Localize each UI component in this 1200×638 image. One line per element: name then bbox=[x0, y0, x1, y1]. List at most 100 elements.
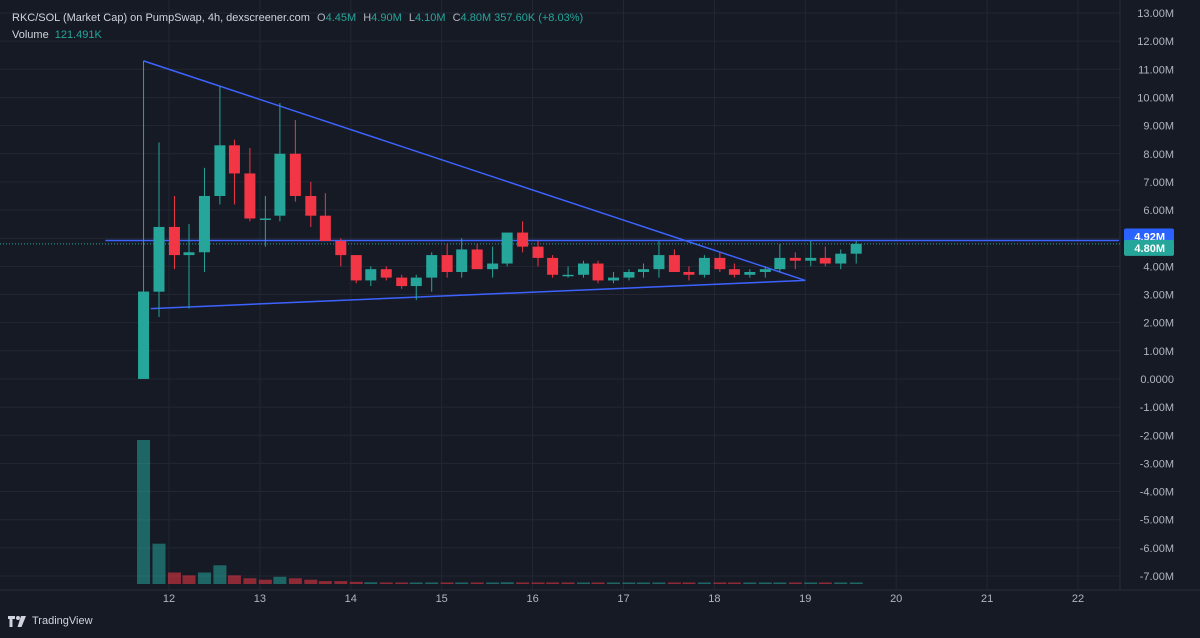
price-badge-label: 4.80M bbox=[1134, 243, 1165, 255]
candle-body bbox=[728, 269, 740, 275]
volume-bar bbox=[258, 579, 272, 584]
candle-body bbox=[774, 257, 786, 270]
volume-bar bbox=[273, 576, 287, 584]
y-tick-label: 0.0000 bbox=[1140, 374, 1174, 386]
candle-body bbox=[168, 226, 180, 256]
open-label: O bbox=[317, 12, 326, 24]
candle-body bbox=[138, 291, 150, 294]
change-value: 357.60K (+8.03%) bbox=[494, 12, 584, 24]
volume-bar bbox=[561, 582, 575, 584]
volume-label: Volume bbox=[12, 29, 49, 41]
candle-body bbox=[228, 145, 240, 174]
y-tick-label: -5.00M bbox=[1140, 515, 1174, 527]
volume-bar bbox=[546, 582, 560, 584]
low-label: L bbox=[408, 12, 415, 24]
candle-body bbox=[532, 246, 544, 258]
volume-row: Volume 121.491K bbox=[12, 27, 583, 44]
y-tick-label: 12.00M bbox=[1137, 36, 1174, 48]
candle-body bbox=[759, 269, 771, 272]
x-tick-label: 12 bbox=[163, 593, 175, 605]
candle-body bbox=[214, 145, 226, 196]
volume-bar bbox=[818, 582, 832, 584]
candle-body bbox=[471, 249, 483, 270]
trendline-lower bbox=[150, 279, 806, 310]
x-tick-label: 16 bbox=[526, 593, 538, 605]
candle-body bbox=[198, 195, 210, 253]
volume-bar bbox=[743, 582, 757, 584]
candle-body bbox=[562, 274, 574, 277]
volume-bar bbox=[713, 582, 727, 584]
volume-bar bbox=[334, 581, 348, 584]
y-tick-label: -6.00M bbox=[1140, 543, 1174, 555]
y-tick-label: 10.00M bbox=[1137, 92, 1174, 104]
volume-bar bbox=[667, 582, 681, 584]
candle-body bbox=[426, 255, 438, 278]
volume-bar bbox=[395, 582, 409, 584]
close-value: 4.80M bbox=[460, 12, 492, 24]
volume-bar bbox=[409, 582, 423, 584]
volume-bar bbox=[304, 579, 318, 584]
x-tick-label: 22 bbox=[1072, 593, 1084, 605]
candle-body bbox=[698, 257, 710, 275]
candle-body bbox=[410, 277, 422, 287]
y-tick-label: 8.00M bbox=[1143, 149, 1174, 161]
x-tick-label: 20 bbox=[890, 593, 902, 605]
candle-body bbox=[668, 255, 680, 272]
candle-body bbox=[365, 269, 377, 281]
candle-body bbox=[244, 173, 256, 219]
volume-bar bbox=[182, 575, 196, 584]
x-tick-label: 13 bbox=[254, 593, 266, 605]
candle-body bbox=[744, 271, 756, 275]
y-tick-label: 4.00M bbox=[1143, 261, 1174, 273]
y-tick-label: -3.00M bbox=[1140, 458, 1174, 470]
x-tick-label: 15 bbox=[436, 593, 448, 605]
close-label: C bbox=[452, 12, 461, 24]
volume-bar bbox=[834, 582, 848, 584]
volume-bar bbox=[531, 582, 545, 584]
volume-bar bbox=[152, 543, 166, 584]
volume-bar bbox=[364, 582, 378, 584]
volume-bar bbox=[849, 582, 863, 584]
candle-body bbox=[637, 269, 649, 272]
volume-bar bbox=[591, 582, 605, 584]
volume-bar bbox=[379, 582, 393, 584]
candle-body bbox=[714, 257, 726, 270]
volume-bar bbox=[455, 582, 469, 584]
candle-body bbox=[683, 271, 695, 275]
x-tick-label: 14 bbox=[345, 593, 357, 605]
volume-bar bbox=[758, 582, 772, 584]
tradingview-logo-icon bbox=[8, 615, 26, 627]
y-tick-label: 9.00M bbox=[1143, 121, 1174, 133]
volume-bar bbox=[804, 582, 818, 584]
volume-bar bbox=[440, 582, 454, 584]
volume-bar bbox=[788, 582, 802, 584]
volume-bar bbox=[288, 578, 302, 584]
y-tick-label: 1.00M bbox=[1143, 346, 1174, 358]
volume-bar bbox=[197, 572, 211, 584]
candle-body bbox=[456, 249, 468, 272]
candle-body bbox=[578, 263, 590, 275]
tradingview-brand[interactable]: TradingView bbox=[8, 615, 93, 627]
candle-body bbox=[335, 241, 347, 256]
y-tick-label: -2.00M bbox=[1140, 430, 1174, 442]
symbol-title: RKC/SOL (Market Cap) on PumpSwap, 4h, de… bbox=[12, 12, 310, 24]
volume-bar bbox=[243, 578, 257, 584]
candle-body bbox=[835, 253, 847, 264]
y-tick-label: -1.00M bbox=[1140, 402, 1174, 414]
candle-body bbox=[274, 153, 286, 216]
volume-bar bbox=[213, 565, 227, 584]
ohlc-row: RKC/SOL (Market Cap) on PumpSwap, 4h, de… bbox=[12, 10, 583, 27]
volume-bar bbox=[727, 582, 741, 584]
volume-bar bbox=[167, 572, 181, 584]
candle-body bbox=[319, 215, 331, 242]
y-tick-label: -4.00M bbox=[1140, 487, 1174, 499]
candle-body bbox=[138, 291, 150, 379]
candle-body bbox=[350, 255, 362, 281]
volume-bar bbox=[652, 582, 666, 584]
volume-bar bbox=[318, 581, 332, 584]
brand-name: TradingView bbox=[32, 615, 93, 627]
candle-body bbox=[487, 263, 499, 270]
chart-legend: RKC/SOL (Market Cap) on PumpSwap, 4h, de… bbox=[12, 10, 583, 44]
high-value: 4.90M bbox=[371, 12, 402, 24]
